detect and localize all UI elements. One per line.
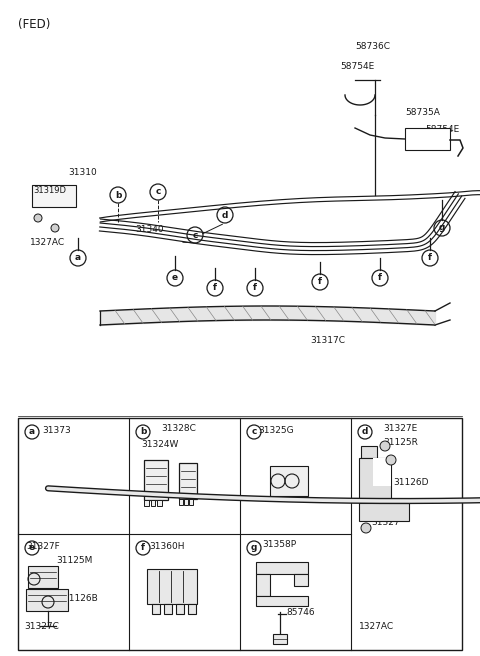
Text: 31327: 31327 bbox=[371, 518, 400, 527]
Bar bbox=[32, 185, 76, 207]
Text: c: c bbox=[192, 230, 198, 239]
Text: 31125R: 31125R bbox=[383, 438, 418, 447]
Bar bbox=[164, 604, 172, 614]
Text: c: c bbox=[252, 428, 257, 436]
Text: 31126B: 31126B bbox=[63, 594, 98, 603]
Text: 58754E: 58754E bbox=[425, 125, 459, 134]
Text: f: f bbox=[318, 277, 322, 287]
Bar bbox=[189, 499, 192, 505]
Text: 31324W: 31324W bbox=[141, 440, 179, 449]
Bar bbox=[256, 596, 308, 606]
Text: 31317C: 31317C bbox=[310, 336, 345, 345]
Circle shape bbox=[34, 214, 42, 222]
Text: 85746: 85746 bbox=[286, 608, 314, 617]
Text: f: f bbox=[213, 283, 217, 293]
Text: 31328C: 31328C bbox=[161, 424, 196, 433]
Bar bbox=[18, 418, 462, 650]
Bar bbox=[373, 458, 391, 486]
Text: 58754E: 58754E bbox=[340, 62, 374, 71]
Text: f: f bbox=[141, 544, 145, 552]
Bar bbox=[256, 574, 270, 596]
Text: f: f bbox=[378, 274, 382, 283]
Bar bbox=[144, 460, 168, 500]
Bar bbox=[361, 446, 377, 458]
Text: 31325G: 31325G bbox=[258, 426, 294, 435]
Text: a: a bbox=[29, 428, 35, 436]
Bar bbox=[359, 458, 391, 503]
Bar bbox=[359, 503, 409, 521]
Text: e: e bbox=[29, 544, 35, 552]
Bar bbox=[179, 499, 182, 505]
Text: 31319D: 31319D bbox=[33, 186, 66, 195]
Text: 31358P: 31358P bbox=[262, 540, 296, 549]
Bar bbox=[144, 500, 149, 506]
Text: 31327C: 31327C bbox=[24, 622, 59, 631]
Bar bbox=[184, 499, 188, 505]
Bar bbox=[28, 566, 58, 588]
Bar bbox=[152, 604, 160, 614]
Circle shape bbox=[380, 441, 390, 451]
Text: 58735A: 58735A bbox=[405, 108, 440, 117]
Bar bbox=[176, 604, 184, 614]
Text: (FED): (FED) bbox=[18, 18, 50, 31]
Bar bbox=[294, 574, 308, 586]
Text: f: f bbox=[428, 253, 432, 262]
Bar bbox=[188, 604, 196, 614]
Text: 31340: 31340 bbox=[135, 225, 164, 234]
Text: f: f bbox=[253, 283, 257, 293]
Text: b: b bbox=[140, 428, 146, 436]
Bar bbox=[151, 500, 156, 506]
Bar bbox=[179, 463, 197, 499]
Text: 31360H: 31360H bbox=[149, 542, 184, 551]
Text: g: g bbox=[251, 544, 257, 552]
Circle shape bbox=[51, 224, 59, 232]
Text: 31126D: 31126D bbox=[393, 478, 429, 487]
Circle shape bbox=[361, 523, 371, 533]
Text: 1327AC: 1327AC bbox=[359, 622, 394, 631]
Text: 31373: 31373 bbox=[42, 426, 71, 435]
Bar bbox=[26, 589, 68, 611]
Text: a: a bbox=[75, 253, 81, 262]
Text: 31125M: 31125M bbox=[56, 556, 92, 565]
Bar bbox=[270, 466, 308, 496]
Text: 31327E: 31327E bbox=[383, 424, 417, 433]
Text: e: e bbox=[172, 274, 178, 283]
Text: 1327AC: 1327AC bbox=[30, 238, 65, 247]
Bar bbox=[157, 500, 162, 506]
Text: d: d bbox=[362, 428, 368, 436]
Text: d: d bbox=[222, 211, 228, 220]
Text: b: b bbox=[115, 190, 121, 199]
Bar bbox=[147, 569, 197, 604]
Bar bbox=[273, 634, 287, 644]
Text: g: g bbox=[439, 224, 445, 232]
Circle shape bbox=[386, 455, 396, 465]
Text: 31327F: 31327F bbox=[26, 542, 60, 551]
Bar bbox=[405, 128, 450, 150]
Text: 58736C: 58736C bbox=[355, 42, 390, 51]
Bar bbox=[256, 562, 308, 574]
Text: 31310: 31310 bbox=[68, 168, 97, 177]
Text: c: c bbox=[156, 188, 161, 197]
